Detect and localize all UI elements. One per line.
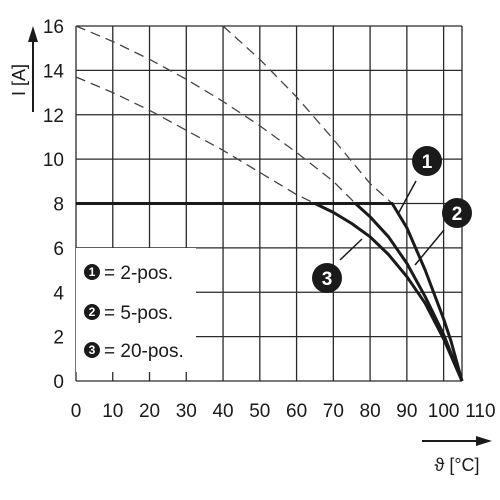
legend-badge-3	[84, 342, 100, 358]
y-tick-10: 10	[43, 150, 64, 171]
x-tick-0: 0	[71, 401, 82, 422]
legend-badge-2	[84, 304, 100, 320]
y-tick-2: 2	[53, 328, 64, 349]
x-tick-10: 10	[102, 401, 123, 422]
x-tick-110: 110	[465, 401, 495, 422]
y-tick-16: 16	[43, 17, 64, 38]
series-2-curve	[76, 202, 464, 382]
legend-badge-1-label: 1	[89, 265, 96, 279]
x-tick-70: 70	[323, 401, 344, 422]
x-axis-label: ϑ [°C]	[434, 455, 479, 475]
legend-entry-3-text: = 20-pos.	[104, 341, 184, 362]
x-tick-40: 40	[212, 401, 233, 422]
legend-entry-1: 1 = 2-pos.	[84, 263, 173, 284]
y-tick-0: 0	[53, 372, 64, 393]
x-tick-60: 60	[286, 401, 307, 422]
x-tick-90: 90	[396, 401, 417, 422]
curve-badge-1	[412, 146, 442, 176]
y-tick-6: 6	[53, 239, 64, 260]
curve-badge-3-label: 3	[322, 269, 333, 290]
y-tick-14: 14	[43, 61, 65, 82]
series-3-curve	[76, 202, 464, 382]
x-tick-80: 80	[360, 401, 381, 422]
legend-entry-1-text: = 2-pos.	[104, 263, 173, 284]
series-1-curve	[76, 202, 464, 382]
legend-entry-2-text: = 5-pos.	[104, 303, 173, 324]
legend-entry-2: 2 = 5-pos.	[84, 303, 173, 324]
legend-badge-2-label: 2	[89, 305, 96, 319]
y-axis-label: I [A]	[9, 64, 29, 96]
y-tick-12: 12	[43, 106, 64, 127]
x-tick-100: 100	[428, 401, 460, 422]
series-3-dashed	[75, 76, 316, 205]
y-tick-8: 8	[53, 195, 64, 216]
curve-badge-2	[442, 198, 472, 228]
curve-badges: 1 2 3	[312, 146, 472, 293]
series-1-dashed	[222, 25, 393, 204]
legend-badge-3-label: 3	[89, 343, 96, 357]
y-tick-4: 4	[53, 283, 64, 304]
legend-entry-3: 3 = 20-pos.	[84, 341, 184, 362]
dashed-extrapolations	[75, 25, 393, 205]
series-2-dashed	[75, 25, 356, 204]
curve-badge-2-label: 2	[452, 204, 463, 225]
derating-curves	[76, 202, 464, 382]
x-tick-20: 20	[139, 401, 160, 422]
y-axis-arrow	[28, 26, 38, 112]
badge-1-leader	[397, 180, 417, 215]
x-tick-30: 30	[176, 401, 197, 422]
badge-3-leader	[339, 238, 363, 261]
curve-badge-1-label: 1	[422, 152, 433, 173]
x-tick-50: 50	[249, 401, 270, 422]
curve-badge-3	[312, 263, 342, 293]
legend: 1 = 2-pos. 2 = 5-pos. 3 = 20-pos.	[76, 248, 196, 372]
legend-badge-1	[84, 264, 100, 280]
x-axis-arrow	[422, 436, 492, 446]
badge-2-leader	[414, 229, 445, 266]
